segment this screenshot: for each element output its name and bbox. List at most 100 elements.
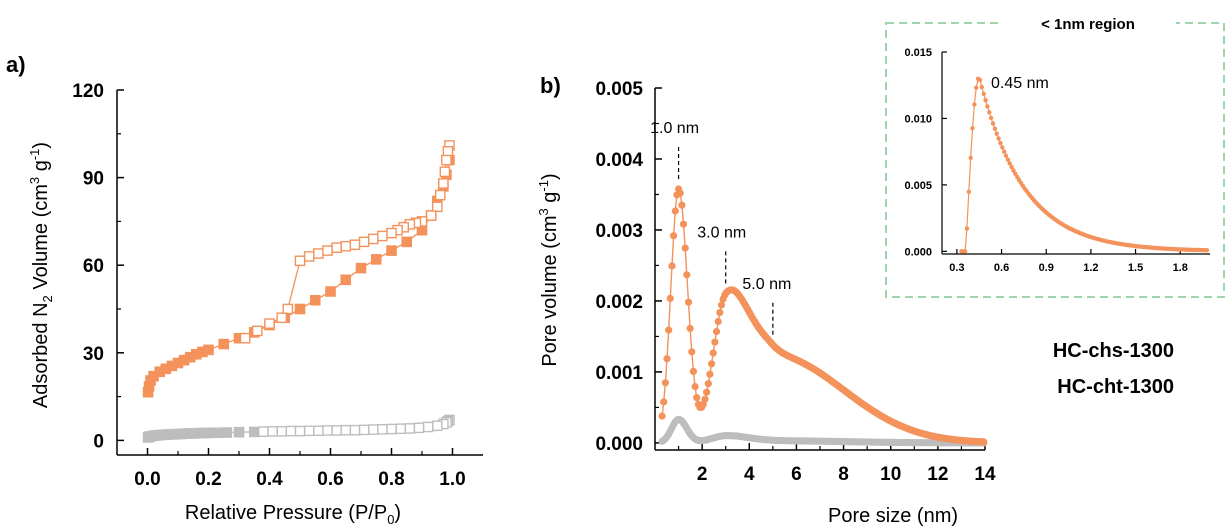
data-point-orange-adsorption bbox=[218, 338, 230, 350]
data-point-orange-desorption bbox=[322, 245, 333, 256]
data-point-HC-cht-1300 bbox=[660, 398, 668, 406]
data-point-HC-cht-1300 bbox=[663, 355, 671, 363]
data-point-orange-desorption bbox=[276, 312, 288, 324]
data-point-orange-adsorption bbox=[340, 274, 352, 286]
data-point-HC-cht-1300 bbox=[681, 244, 689, 252]
data-point-orange-desorption bbox=[439, 166, 451, 178]
panel-a-y-tick-label: 30 bbox=[83, 344, 104, 365]
panel-a-isotherm-chart: a) 0 30 60 90 120 0.0 0.2 0.4 0.6 0.8 1.0 Relativ… bbox=[6, 52, 483, 527]
data-point-HC-cht-1300 bbox=[701, 395, 709, 403]
inset-data-point bbox=[974, 85, 979, 90]
data-point-HC-cht-1300 bbox=[691, 383, 699, 391]
legend-entry-HC-cht-1300: HC-cht-1300 bbox=[1057, 376, 1174, 398]
peak-annotation-label: 3.0 nm bbox=[697, 224, 746, 241]
panel-b-x-tick-label: 10 bbox=[880, 464, 901, 485]
panel-b-label: b) bbox=[540, 73, 561, 98]
inset-data-point bbox=[985, 104, 990, 109]
data-point-grey-desorption bbox=[431, 420, 443, 432]
data-point-grey-desorption bbox=[395, 423, 406, 435]
inset-data-point bbox=[979, 84, 984, 90]
panel-b-legend: HC-chs-1300 HC-cht-1300 bbox=[1053, 340, 1174, 398]
panel-b-x-tick-label: 12 bbox=[927, 464, 948, 485]
inset-data-point bbox=[987, 110, 992, 115]
data-point-HC-cht-1300 bbox=[689, 367, 698, 375]
inset-series-line bbox=[961, 77, 1208, 252]
panel-a-data-series bbox=[142, 140, 455, 443]
data-point-HC-cht-1300 bbox=[714, 317, 722, 326]
panel-a-x-tick-label: 0.8 bbox=[378, 469, 404, 490]
panel-b-axes bbox=[654, 87, 986, 451]
data-point-orange-desorption bbox=[386, 227, 397, 239]
data-point-grey-desorption bbox=[367, 424, 379, 435]
data-point-HC-cht-1300 bbox=[709, 349, 717, 357]
data-point-HC-cht-1300 bbox=[711, 338, 719, 346]
inset-data-point bbox=[1002, 149, 1007, 154]
inset-data-point bbox=[988, 115, 994, 121]
panel-b-peak-annotations: 1.0 nm 3.0 nm 5.0 nm bbox=[650, 120, 791, 335]
panel-a-label: a) bbox=[6, 52, 26, 77]
inset-axes bbox=[941, 51, 1210, 255]
inset-data-point bbox=[966, 189, 971, 194]
data-point-grey-adsorption bbox=[248, 426, 260, 438]
data-point-orange-adsorption bbox=[294, 303, 306, 315]
panel-b-pore-size-chart: b) 0.000 0.001 0.002 0.003 0.004 0.005 2 4 6 8 10… bbox=[536, 73, 1174, 527]
panel-a-x-tick-labels: 0.0 0.2 0.4 0.6 0.8 1.0 bbox=[134, 469, 465, 490]
data-point-grey-desorption bbox=[413, 422, 425, 434]
data-point-HC-cht-1300 bbox=[688, 348, 696, 356]
panel-b-x-tick-label: 14 bbox=[974, 464, 996, 485]
data-point-HC-cht-1300 bbox=[708, 360, 716, 368]
data-point-grey-desorption bbox=[285, 425, 297, 437]
data-point-HC-cht-1300 bbox=[665, 326, 673, 334]
data-point-grey-adsorption bbox=[212, 427, 223, 439]
panel-a-y-axis-label: Adsorbed N2 Volume (cm3 g-1) bbox=[27, 142, 55, 408]
data-point-orange-desorption bbox=[367, 233, 379, 245]
inset-peak-annotation: 0.45 nm bbox=[991, 75, 1049, 92]
panel-a-y-tick-label: 60 bbox=[83, 256, 104, 277]
inset-data-point bbox=[1007, 161, 1012, 166]
data-point-orange-desorption bbox=[425, 210, 437, 221]
data-point-grey-desorption bbox=[267, 426, 278, 437]
inset-data-point bbox=[1003, 153, 1009, 158]
data-point-orange-desorption bbox=[358, 236, 370, 248]
panel-b-y-tick-label: 0.002 bbox=[595, 292, 643, 313]
data-point-grey-desorption bbox=[294, 425, 306, 437]
data-point-HC-cht-1300 bbox=[666, 294, 674, 302]
inset-y-tick-labels: 0.000 0.005 0.010 0.015 bbox=[904, 47, 932, 258]
data-point-orange-adsorption bbox=[401, 236, 413, 248]
data-point-HC-cht-1300 bbox=[706, 370, 714, 378]
inset-data-point bbox=[977, 77, 983, 83]
inset-x-tick-label: 1.8 bbox=[1173, 262, 1188, 274]
inset-data-point bbox=[996, 136, 1001, 141]
panel-b-y-tick-label: 0.005 bbox=[595, 79, 643, 100]
data-point-orange-desorption bbox=[431, 201, 443, 213]
panel-a-y-tick-label: 120 bbox=[72, 81, 104, 102]
data-point-orange-desorption bbox=[294, 255, 306, 267]
data-point-grey-desorption bbox=[313, 425, 324, 437]
panel-b-y-tick-label: 0.000 bbox=[595, 434, 643, 455]
panel-a-x-tick-label: 1.0 bbox=[439, 469, 465, 490]
panel-a-y-tick-label: 90 bbox=[83, 169, 104, 190]
inset-region-label: < 1nm region bbox=[1041, 16, 1135, 33]
data-point-orange-desorption bbox=[340, 240, 352, 252]
inset-data-point bbox=[1011, 168, 1016, 173]
data-point-grey-adsorption bbox=[233, 426, 245, 438]
panel-b-y-tick-label: 0.004 bbox=[595, 150, 643, 171]
panel-a-y-tick-labels: 0 30 60 90 120 bbox=[72, 81, 104, 452]
inset-data-point bbox=[962, 249, 968, 254]
inset-data-point bbox=[968, 155, 973, 160]
inset-x-tick-label: 0.9 bbox=[1039, 262, 1054, 274]
data-point-grey-desorption bbox=[331, 425, 342, 436]
inset-data-point bbox=[1000, 145, 1005, 150]
panel-b-y-axis-label: Pore volume (cm3 g-1) bbox=[536, 173, 561, 366]
panel-b-x-tick-label: 2 bbox=[697, 464, 708, 485]
inset-data-point bbox=[994, 131, 999, 136]
peak-annotation-label: 1.0 nm bbox=[650, 120, 699, 137]
data-point-grey-desorption bbox=[349, 424, 361, 436]
inset-y-tick-label: 0.005 bbox=[904, 180, 932, 192]
panel-a-x-axis-label: Relative Pressure (P/P0) bbox=[185, 502, 401, 527]
data-point-orange-desorption bbox=[313, 248, 324, 259]
data-point-orange-desorption bbox=[251, 325, 263, 337]
data-point-HC-cht-1300 bbox=[703, 388, 711, 396]
data-point-HC-cht-1300 bbox=[693, 394, 701, 402]
panel-b-data-series bbox=[658, 185, 988, 447]
